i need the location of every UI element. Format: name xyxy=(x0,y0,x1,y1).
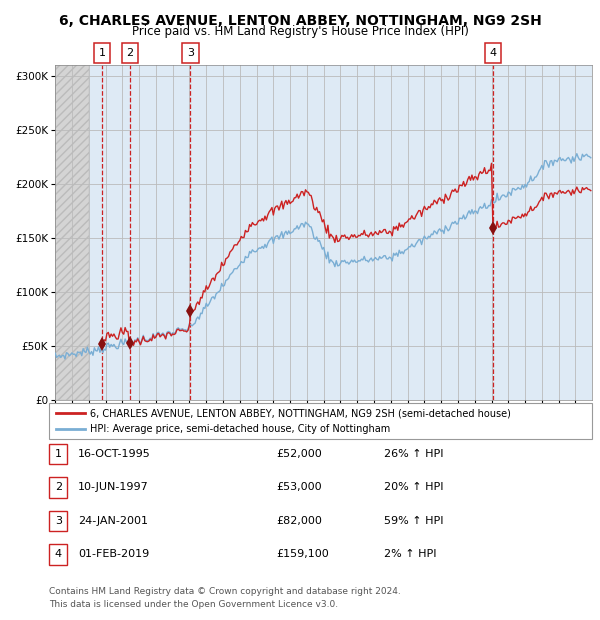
Text: £52,000: £52,000 xyxy=(276,449,322,459)
Text: 10-JUN-1997: 10-JUN-1997 xyxy=(78,482,149,492)
Text: 4: 4 xyxy=(490,48,496,58)
Text: £159,100: £159,100 xyxy=(276,549,329,559)
Text: This data is licensed under the Open Government Licence v3.0.: This data is licensed under the Open Gov… xyxy=(49,600,338,609)
Text: Price paid vs. HM Land Registry's House Price Index (HPI): Price paid vs. HM Land Registry's House … xyxy=(131,25,469,38)
Text: 3: 3 xyxy=(55,516,62,526)
Text: 1: 1 xyxy=(55,449,62,459)
Text: 20% ↑ HPI: 20% ↑ HPI xyxy=(384,482,443,492)
Text: 16-OCT-1995: 16-OCT-1995 xyxy=(78,449,151,459)
Text: £53,000: £53,000 xyxy=(276,482,322,492)
Text: 1: 1 xyxy=(98,48,106,58)
Text: 26% ↑ HPI: 26% ↑ HPI xyxy=(384,449,443,459)
Text: 6, CHARLES AVENUE, LENTON ABBEY, NOTTINGHAM, NG9 2SH: 6, CHARLES AVENUE, LENTON ABBEY, NOTTING… xyxy=(59,14,541,28)
Text: 4: 4 xyxy=(55,549,62,559)
Text: Contains HM Land Registry data © Crown copyright and database right 2024.: Contains HM Land Registry data © Crown c… xyxy=(49,587,401,596)
Text: 2: 2 xyxy=(127,48,134,58)
Text: 2: 2 xyxy=(55,482,62,492)
Bar xyxy=(55,65,89,400)
Text: 3: 3 xyxy=(187,48,194,58)
Text: 24-JAN-2001: 24-JAN-2001 xyxy=(78,516,148,526)
Bar xyxy=(89,65,592,400)
Text: £82,000: £82,000 xyxy=(276,516,322,526)
Text: HPI: Average price, semi-detached house, City of Nottingham: HPI: Average price, semi-detached house,… xyxy=(90,424,390,434)
Text: 01-FEB-2019: 01-FEB-2019 xyxy=(78,549,149,559)
Text: 6, CHARLES AVENUE, LENTON ABBEY, NOTTINGHAM, NG9 2SH (semi-detached house): 6, CHARLES AVENUE, LENTON ABBEY, NOTTING… xyxy=(90,408,511,418)
Text: 59% ↑ HPI: 59% ↑ HPI xyxy=(384,516,443,526)
Text: 2% ↑ HPI: 2% ↑ HPI xyxy=(384,549,437,559)
